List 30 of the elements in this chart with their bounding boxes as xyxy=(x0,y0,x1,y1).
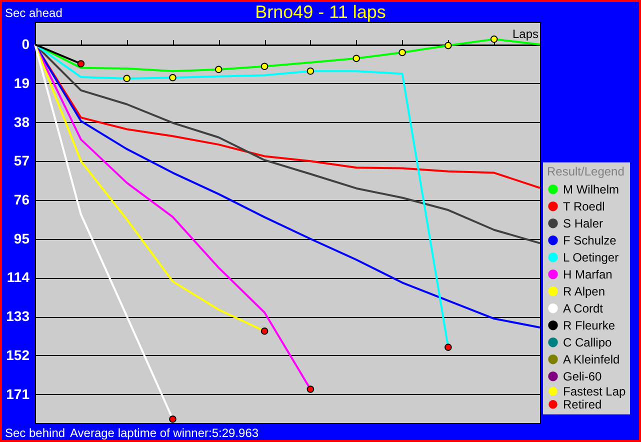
legend-label: R Fleurke xyxy=(563,318,616,332)
legend-label: F Schulze xyxy=(563,233,617,248)
x-axis-title: Laps xyxy=(512,27,538,42)
legend-label: Geli-60 xyxy=(563,369,602,384)
legend-label: A Kleinfeld xyxy=(563,352,620,366)
legend-label: L Oetinger xyxy=(563,250,619,264)
legend-label: M Wilhelm xyxy=(563,182,619,196)
y-tick-label: 57 xyxy=(14,152,30,169)
y-tick-label: 152 xyxy=(6,346,30,363)
legend-label: C Callipo xyxy=(563,335,612,350)
y-tick-label: 0 xyxy=(22,36,30,52)
y-tick-label: 95 xyxy=(14,230,30,246)
legend-label: H Marfan xyxy=(563,267,612,282)
legend-label: R Alpen xyxy=(563,284,606,298)
y-tick-label: 114 xyxy=(6,269,30,286)
legend-label: S Haler xyxy=(563,216,604,230)
y-tick-label: 133 xyxy=(6,308,30,324)
text: Average laptime of winner:5:29.963 xyxy=(70,426,259,440)
legend-label: A Cordt xyxy=(563,301,604,316)
text: Sec ahead xyxy=(5,6,62,20)
chart-title: Brno49 - 11 laps xyxy=(255,2,386,22)
text: Sec behind xyxy=(5,426,66,440)
legend-label: T Roedl xyxy=(563,199,605,214)
y-tick-label: 76 xyxy=(14,191,30,208)
y-tick-label: 19 xyxy=(14,74,30,91)
y-tick-label: 171 xyxy=(6,386,30,402)
y-tick-label: 38 xyxy=(14,114,30,130)
legend-label: Retired xyxy=(563,397,602,412)
legend-title: Result/Legend xyxy=(547,164,624,178)
legend-label: Fastest Lap xyxy=(563,384,626,398)
